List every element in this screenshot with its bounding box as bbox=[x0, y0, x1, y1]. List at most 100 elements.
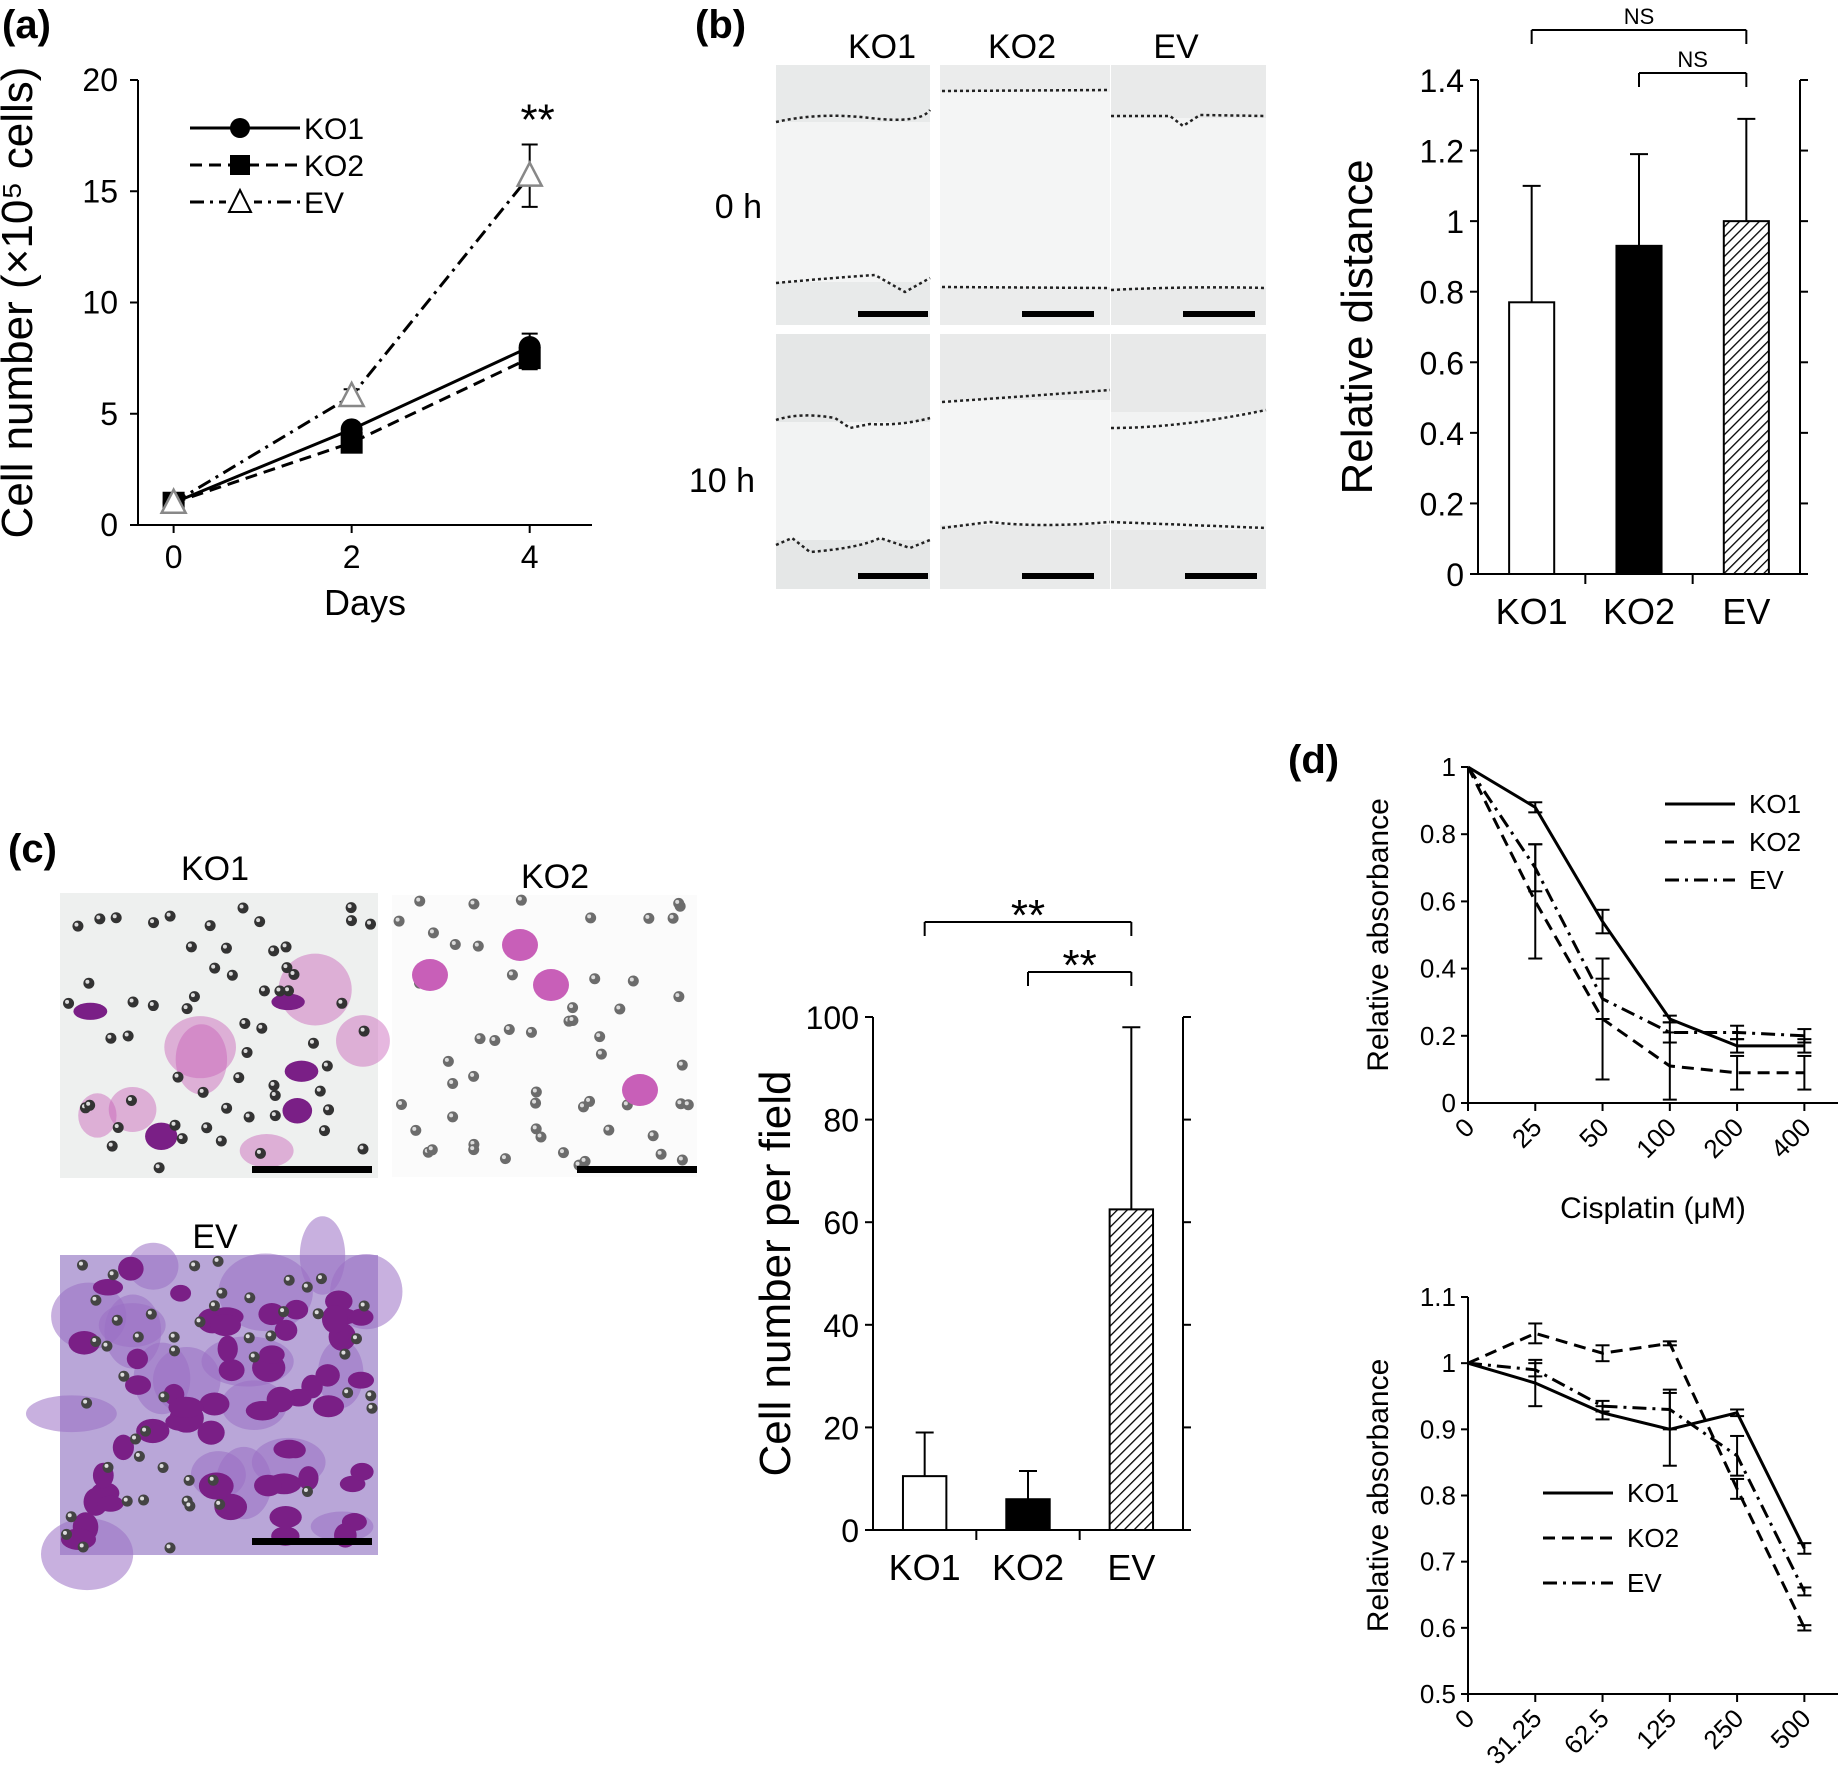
membrane-pore bbox=[226, 969, 238, 981]
x-axis-title: Cisplatin (μM) bbox=[1560, 1192, 1746, 1225]
membrane-pore bbox=[269, 1089, 281, 1101]
membrane-pore-highlight bbox=[223, 1104, 228, 1109]
membrane-pore bbox=[216, 1287, 228, 1299]
membrane-pore bbox=[122, 1030, 134, 1042]
membrane-pore-highlight bbox=[246, 1294, 251, 1299]
membrane-pore bbox=[209, 962, 221, 974]
x-tick-label: 2 bbox=[343, 539, 361, 575]
membrane-pore bbox=[204, 920, 216, 932]
membrane-pore-highlight bbox=[470, 1072, 475, 1077]
membrane-pore-highlight bbox=[657, 1150, 662, 1155]
membrane-pore bbox=[449, 938, 461, 950]
cell-nucleus bbox=[254, 1474, 283, 1497]
panel-b-letter: (b) bbox=[695, 3, 746, 47]
panel-c-letter: (c) bbox=[8, 827, 57, 871]
y-tick-label: 0 bbox=[1446, 557, 1464, 593]
membrane-pore-highlight bbox=[132, 1435, 137, 1440]
membrane-pore-highlight bbox=[532, 1099, 537, 1104]
stained-cell bbox=[502, 929, 538, 961]
cell-nucleus bbox=[136, 1418, 170, 1444]
membrane-pore-highlight bbox=[155, 1164, 160, 1169]
membrane-pore bbox=[90, 1336, 102, 1348]
membrane-pore bbox=[268, 1079, 280, 1091]
membrane-pore bbox=[281, 962, 293, 974]
membrane-pore bbox=[307, 1037, 319, 1049]
membrane-pore-highlight bbox=[210, 1302, 215, 1307]
membrane-pore-highlight bbox=[344, 1389, 349, 1394]
cytoplasm-stain bbox=[164, 1016, 236, 1079]
panel-a-letter: (a) bbox=[2, 3, 51, 47]
scale-bar bbox=[858, 311, 928, 317]
membrane-pore-highlight bbox=[270, 1081, 275, 1086]
cell-nucleus bbox=[170, 1284, 192, 1302]
membrane-pore bbox=[301, 1281, 313, 1293]
membrane-pore-highlight bbox=[214, 1257, 219, 1262]
cell-nucleus bbox=[347, 1371, 375, 1389]
membrane-pore-highlight bbox=[397, 1100, 402, 1105]
x-tick-label: KO1 bbox=[889, 1547, 961, 1588]
membrane-pore-highlight bbox=[245, 1334, 250, 1339]
membrane-pore-highlight bbox=[569, 1016, 574, 1021]
membrane-pore bbox=[468, 898, 480, 910]
membrane-pore-highlight bbox=[140, 1496, 145, 1501]
membrane-pore bbox=[515, 894, 527, 906]
scratch-row-label-10h: 10 h bbox=[689, 462, 755, 500]
membrane-pore-highlight bbox=[206, 922, 211, 927]
cell-nucleus bbox=[258, 1303, 286, 1326]
x-tick-label: KO2 bbox=[1603, 591, 1675, 632]
membrane-pore-highlight bbox=[270, 947, 275, 952]
membrane-pore-highlight bbox=[284, 987, 289, 992]
membrane-pore-highlight bbox=[532, 1088, 537, 1093]
membrane-pore bbox=[241, 1046, 253, 1058]
membrane-pore bbox=[614, 1003, 626, 1015]
membrane-pore-highlight bbox=[228, 971, 233, 976]
membrane-pore-highlight bbox=[444, 1057, 449, 1062]
membrane-pore bbox=[584, 1095, 596, 1107]
membrane-pore bbox=[585, 912, 597, 924]
y-axis-title: Cell number (×10⁵ cells) bbox=[0, 67, 42, 539]
cell-nucleus bbox=[348, 1308, 374, 1326]
membrane-pore bbox=[164, 910, 176, 922]
membrane-pore-highlight bbox=[325, 1106, 330, 1111]
membrane-pore bbox=[468, 1070, 480, 1082]
membrane-pore-highlight bbox=[185, 1476, 190, 1481]
membrane-pore-highlight bbox=[579, 1103, 584, 1108]
membrane-pore bbox=[314, 1085, 326, 1097]
membrane-pore-highlight bbox=[267, 1332, 272, 1337]
membrane-pore-highlight bbox=[92, 1338, 97, 1343]
invasion-assay-images: KO1 KO2 EV bbox=[25, 850, 697, 1591]
membrane-pore bbox=[164, 1542, 176, 1554]
membrane-pore bbox=[312, 1308, 324, 1320]
membrane-pore bbox=[595, 1048, 607, 1060]
membrane-pore bbox=[188, 991, 200, 1003]
membrane-pore-highlight bbox=[183, 1005, 188, 1010]
membrane-pore bbox=[301, 1486, 313, 1498]
membrane-pore bbox=[81, 1397, 93, 1409]
stained-cells-ev bbox=[25, 1216, 403, 1591]
membrane-pore bbox=[72, 920, 84, 932]
membrane-pore-highlight bbox=[347, 917, 352, 922]
invasion-image-label-ev: EV bbox=[192, 1218, 238, 1256]
invasion-image-ko2 bbox=[392, 895, 697, 1177]
membrane-pore-highlight bbox=[104, 1463, 109, 1468]
membrane-pore-highlight bbox=[166, 1544, 171, 1549]
cisplatin-chart: 0 0.2 0.4 0.6 0.8 1 0 25 50 100 200 400 Cisplatin (μ… bbox=[1362, 752, 1838, 1225]
x-tick-label: 0 bbox=[165, 539, 183, 575]
membrane-pore-highlight bbox=[587, 914, 592, 919]
cell-nucleus bbox=[274, 1319, 298, 1341]
scratch-edge-line bbox=[941, 388, 1111, 404]
membrane-pore-highlight bbox=[149, 1002, 154, 1007]
membrane-pore bbox=[256, 1022, 268, 1034]
x-tick-label: 0 bbox=[1449, 1112, 1480, 1143]
y-tick-label: 0.7 bbox=[1420, 1547, 1456, 1577]
membrane-pore bbox=[627, 975, 639, 987]
membrane-pore-highlight bbox=[532, 1125, 537, 1130]
membrane-pore-highlight bbox=[171, 1121, 176, 1126]
membrane-pore-highlight bbox=[129, 998, 134, 1003]
membrane-pore-highlight bbox=[109, 1271, 114, 1276]
x-tick-label: EV bbox=[1722, 591, 1770, 632]
membrane-pore bbox=[269, 1110, 281, 1122]
membrane-pore bbox=[468, 1144, 480, 1156]
membrane-pore-highlight bbox=[241, 1019, 246, 1024]
cell-nucleus bbox=[126, 1348, 149, 1370]
